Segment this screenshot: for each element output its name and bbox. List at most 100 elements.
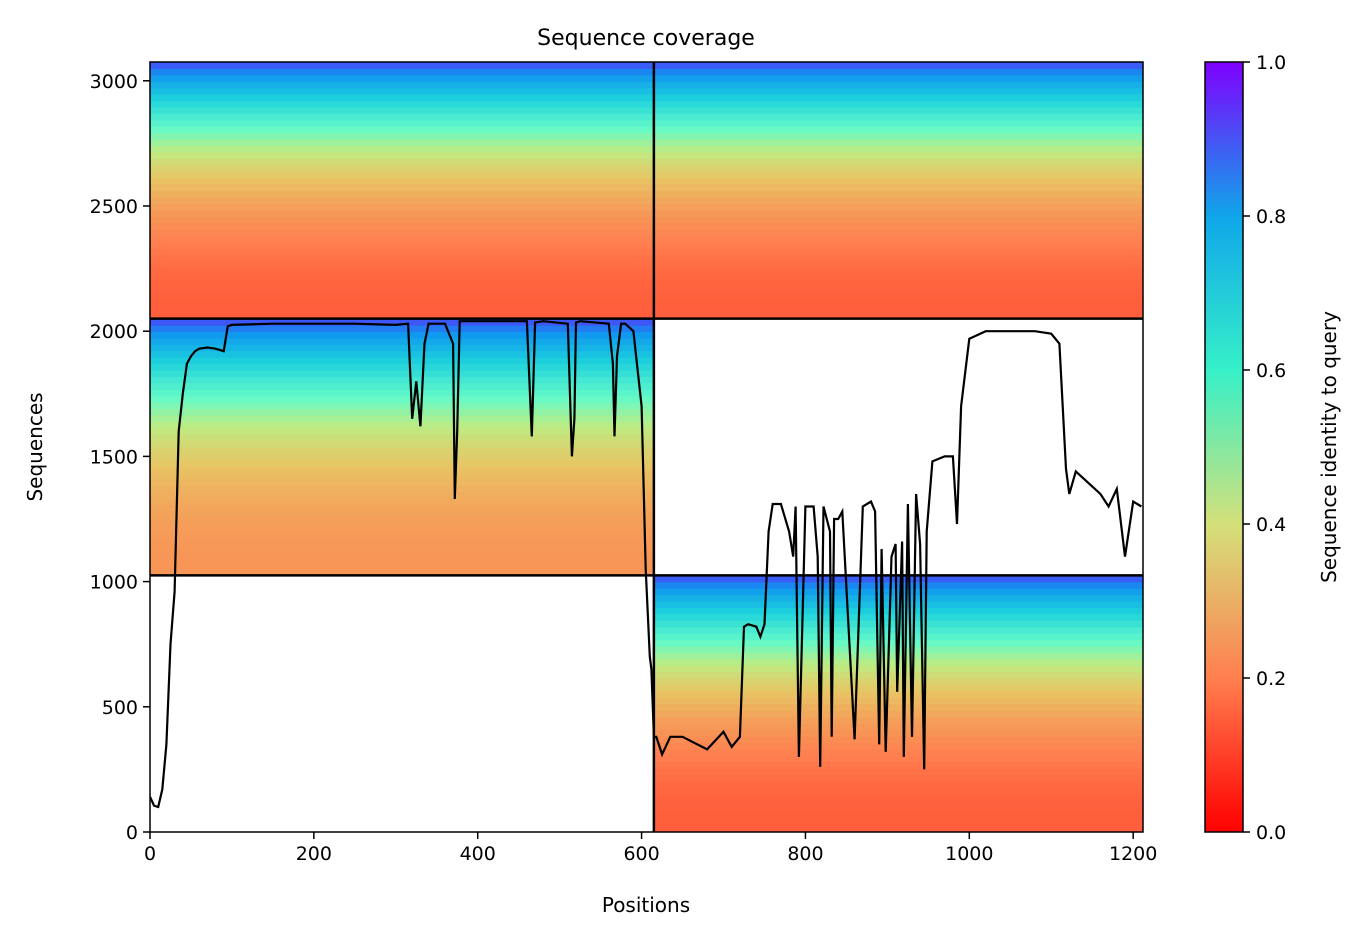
- coverage-line: [150, 320, 1142, 809]
- msa-band: [653, 793, 1143, 801]
- msa-band: [653, 299, 1143, 307]
- msa-band: [150, 203, 654, 211]
- msa-band: [150, 248, 654, 256]
- msa-band: [150, 453, 654, 461]
- msa-band: [150, 267, 654, 275]
- msa-band: [150, 344, 654, 352]
- x-axis-label: Positions: [602, 893, 690, 917]
- y-tick-label: 2000: [90, 321, 138, 343]
- msa-band: [150, 466, 654, 474]
- msa-band: [653, 787, 1143, 795]
- msa-band: [653, 177, 1143, 185]
- msa-band: [653, 742, 1143, 750]
- msa-band: [150, 81, 654, 89]
- msa-band: [150, 132, 654, 140]
- msa-band: [653, 132, 1143, 140]
- x-tick-label: 1200: [1109, 843, 1157, 865]
- msa-band: [150, 260, 654, 268]
- x-axis-ticks: 0 200 400 600 800 1000 1200: [144, 832, 1157, 865]
- msa-band: [653, 703, 1143, 711]
- msa-band: [653, 164, 1143, 172]
- y-tick-label: 2500: [90, 196, 138, 218]
- msa-band: [150, 119, 654, 127]
- msa-band: [653, 62, 1143, 70]
- msa-band: [150, 318, 654, 326]
- colorbar-tick-label: 0.0: [1256, 822, 1286, 844]
- msa-band: [150, 498, 654, 506]
- msa-band: [150, 427, 654, 435]
- msa-band: [150, 325, 654, 333]
- msa-band: [653, 106, 1143, 114]
- msa-band: [150, 74, 654, 82]
- msa-band: [150, 62, 654, 70]
- msa-band: [653, 293, 1143, 301]
- msa-band: [653, 716, 1143, 724]
- x-tick-label: 800: [787, 843, 823, 865]
- msa-band: [653, 588, 1143, 596]
- msa-band: [150, 517, 654, 525]
- colorbar-ticks: 0.0 0.2 0.4 0.6 0.8 1.0: [1243, 52, 1286, 844]
- msa-band: [653, 254, 1143, 262]
- msa-band: [653, 158, 1143, 166]
- msa-band: [653, 710, 1143, 718]
- x-tick-label: 1000: [945, 843, 993, 865]
- msa-band: [653, 806, 1143, 814]
- msa-band: [150, 530, 654, 538]
- colorbar-tick-label: 0.6: [1256, 360, 1286, 382]
- colorbar-tick-label: 0.8: [1256, 206, 1286, 228]
- x-tick-label: 200: [296, 843, 332, 865]
- msa-band: [150, 151, 654, 159]
- msa-band: [653, 286, 1143, 294]
- msa-band: [150, 491, 654, 499]
- colorbar-label: Sequence identity to query: [1317, 311, 1341, 583]
- msa-band: [653, 113, 1143, 121]
- msa-band: [150, 536, 654, 544]
- msa-band: [150, 447, 654, 455]
- msa-band: [150, 106, 654, 114]
- msa-band: [150, 286, 654, 294]
- msa-band: [653, 825, 1143, 832]
- msa-band: [653, 761, 1143, 769]
- msa-band: [150, 228, 654, 236]
- msa-band: [150, 216, 654, 224]
- msa-band: [150, 389, 654, 397]
- msa-band: [653, 722, 1143, 730]
- msa-band: [653, 575, 1143, 583]
- msa-band: [150, 511, 654, 519]
- msa-band: [653, 697, 1143, 705]
- msa-band: [653, 145, 1143, 153]
- msa-band: [653, 690, 1143, 698]
- msa-band: [653, 171, 1143, 179]
- chart-title: Sequence coverage: [537, 26, 755, 51]
- msa-band: [653, 222, 1143, 230]
- msa-band: [150, 408, 654, 416]
- msa-band: [653, 260, 1143, 268]
- msa-band: [653, 248, 1143, 256]
- msa-band: [150, 196, 654, 204]
- msa-band: [150, 68, 654, 76]
- msa-band: [150, 472, 654, 480]
- msa-band: [653, 139, 1143, 147]
- colorbar-tick-label: 0.4: [1256, 514, 1286, 536]
- msa-band: [653, 684, 1143, 692]
- y-axis-ticks: 0 500 1000 1500 2000 2500 3000: [90, 71, 150, 844]
- msa-band: [653, 94, 1143, 102]
- msa-band: [150, 100, 654, 108]
- msa-band: [150, 421, 654, 429]
- msa-band: [150, 382, 654, 390]
- msa-band: [150, 273, 654, 281]
- msa-band: [150, 145, 654, 153]
- msa-band: [150, 395, 654, 403]
- msa-band: [653, 267, 1143, 275]
- y-axis-label: Sequences: [23, 392, 47, 501]
- msa-band: [653, 100, 1143, 108]
- msa-band: [653, 767, 1143, 775]
- msa-band: [150, 87, 654, 95]
- msa-band: [150, 293, 654, 301]
- msa-band: [653, 119, 1143, 127]
- msa-band: [150, 158, 654, 166]
- msa-band: [653, 209, 1143, 217]
- msa-band: [653, 812, 1143, 820]
- msa-band: [653, 81, 1143, 89]
- msa-band: [150, 305, 654, 313]
